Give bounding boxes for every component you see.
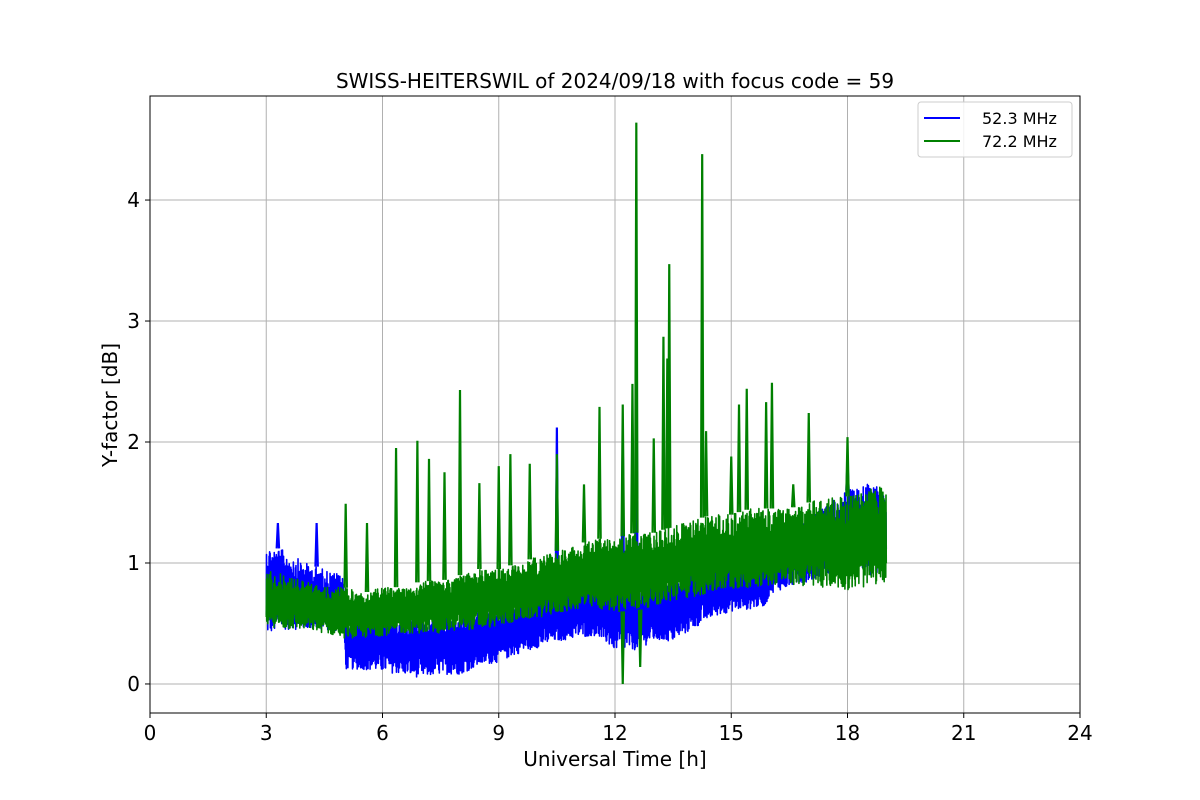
spike-point xyxy=(496,466,502,570)
series-72-2-mhz xyxy=(265,122,888,684)
x-axis-label: Universal Time [h] xyxy=(523,747,706,771)
spike-point xyxy=(581,484,587,543)
spike-point xyxy=(415,440,420,583)
y-tick-label: 2 xyxy=(127,430,140,454)
series-trace xyxy=(265,486,888,639)
legend-label-52mhz: 52.3 MHz xyxy=(982,109,1057,128)
y-tick-label: 0 xyxy=(127,672,140,696)
series-trace xyxy=(265,483,888,678)
grid xyxy=(149,96,1081,713)
spike-point xyxy=(736,404,742,513)
chart-title: SWISS-HEITERSWIL of 2024/09/18 with focu… xyxy=(336,69,894,93)
spike-point xyxy=(314,523,319,567)
spike-point xyxy=(597,406,602,539)
dip-point xyxy=(620,611,626,684)
x-tick-label: 12 xyxy=(602,721,627,745)
spike-point xyxy=(661,336,666,530)
y-axis-label: Y-factor [dB] xyxy=(98,343,122,468)
spike-point xyxy=(554,454,560,551)
spike-point xyxy=(769,382,775,509)
spike-point xyxy=(508,454,513,566)
spike-point xyxy=(275,523,281,549)
spike-point xyxy=(527,463,533,560)
spike-point xyxy=(343,503,348,588)
spike-point xyxy=(703,431,709,517)
spike-point xyxy=(630,383,635,534)
spike-point xyxy=(651,438,657,533)
spike-point xyxy=(665,358,670,529)
x-tick-label: 24 xyxy=(1067,721,1092,745)
spike-point xyxy=(477,483,482,570)
spike-point xyxy=(845,437,850,497)
series-layer xyxy=(265,122,888,684)
spike-point xyxy=(728,456,734,515)
x-tick-label: 6 xyxy=(376,721,389,745)
spike-point xyxy=(442,472,447,580)
spike-point xyxy=(364,523,370,593)
spike-point xyxy=(457,389,463,576)
x-tick-label: 18 xyxy=(835,721,860,745)
x-tick-label: 21 xyxy=(951,721,976,745)
y-axis: 0 1 2 3 4 xyxy=(127,188,150,696)
spike-point xyxy=(763,402,769,509)
legend-label-72mhz: 72.2 MHz xyxy=(982,132,1057,151)
y-tick-label: 1 xyxy=(127,551,140,575)
spike-point xyxy=(699,154,705,518)
legend: 52.3 MHz 72.2 MHz xyxy=(917,101,1073,158)
x-tick-label: 15 xyxy=(719,721,744,745)
spike-point xyxy=(790,484,796,508)
y-tick-label: 4 xyxy=(127,188,140,212)
x-tick-label: 0 xyxy=(144,721,157,745)
spike-point xyxy=(426,458,432,582)
dip-point xyxy=(637,609,643,668)
x-tick-label: 9 xyxy=(492,721,505,745)
spike-point xyxy=(744,388,750,510)
spike-point xyxy=(393,448,399,588)
spike-point xyxy=(634,122,639,533)
x-axis: 0 3 6 9 12 15 18 21 24 xyxy=(144,713,1093,745)
legend-box xyxy=(917,101,1073,158)
spike-point xyxy=(620,404,626,537)
y-tick-label: 3 xyxy=(127,309,140,333)
x-tick-label: 3 xyxy=(260,721,273,745)
spike-point xyxy=(806,412,812,503)
